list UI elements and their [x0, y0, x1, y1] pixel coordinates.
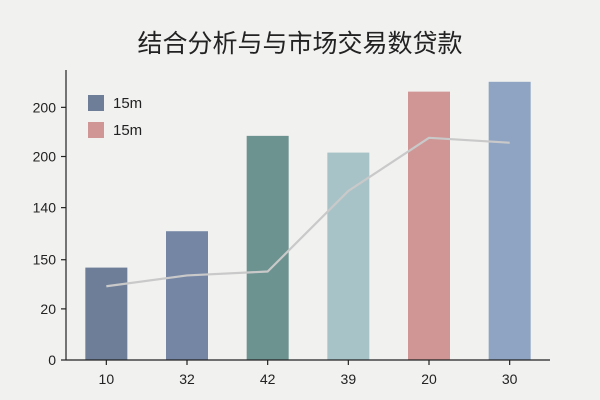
x-tick-label: 10 [99, 371, 115, 387]
legend-swatch [88, 122, 104, 138]
x-tick-label: 30 [502, 371, 518, 387]
legend-label: 15m [113, 95, 142, 112]
y-tick-label: 150 [33, 252, 57, 268]
bar [85, 267, 128, 360]
legend-swatch [88, 95, 104, 111]
bar [246, 135, 289, 360]
legend-label: 15m [113, 122, 142, 139]
trend-line-group [106, 136, 510, 288]
y-tick-label: 200 [33, 99, 57, 115]
x-tick-label: 42 [260, 371, 276, 387]
bar [488, 81, 531, 361]
bar [166, 231, 208, 360]
trend-line [106, 136, 510, 288]
y-tick-label: 140 [33, 200, 57, 216]
bar [408, 91, 450, 360]
x-axis-ticks: 10 32 42 39 20 30 [99, 360, 518, 387]
bars [85, 81, 531, 361]
x-tick-label: 20 [421, 371, 437, 387]
y-axis-ticks: 0 20 150 140 200 200 [33, 99, 66, 368]
y-tick-label: 0 [48, 352, 56, 368]
x-tick-label: 32 [179, 371, 195, 387]
legend: 15m 15m [88, 95, 142, 139]
y-tick-label: 20 [40, 301, 56, 317]
bar [327, 152, 370, 360]
x-tick-label: 39 [341, 371, 357, 387]
y-tick-label: 200 [33, 149, 57, 165]
chart-title: 结合分析与与市场交易数贷款 [137, 29, 462, 58]
